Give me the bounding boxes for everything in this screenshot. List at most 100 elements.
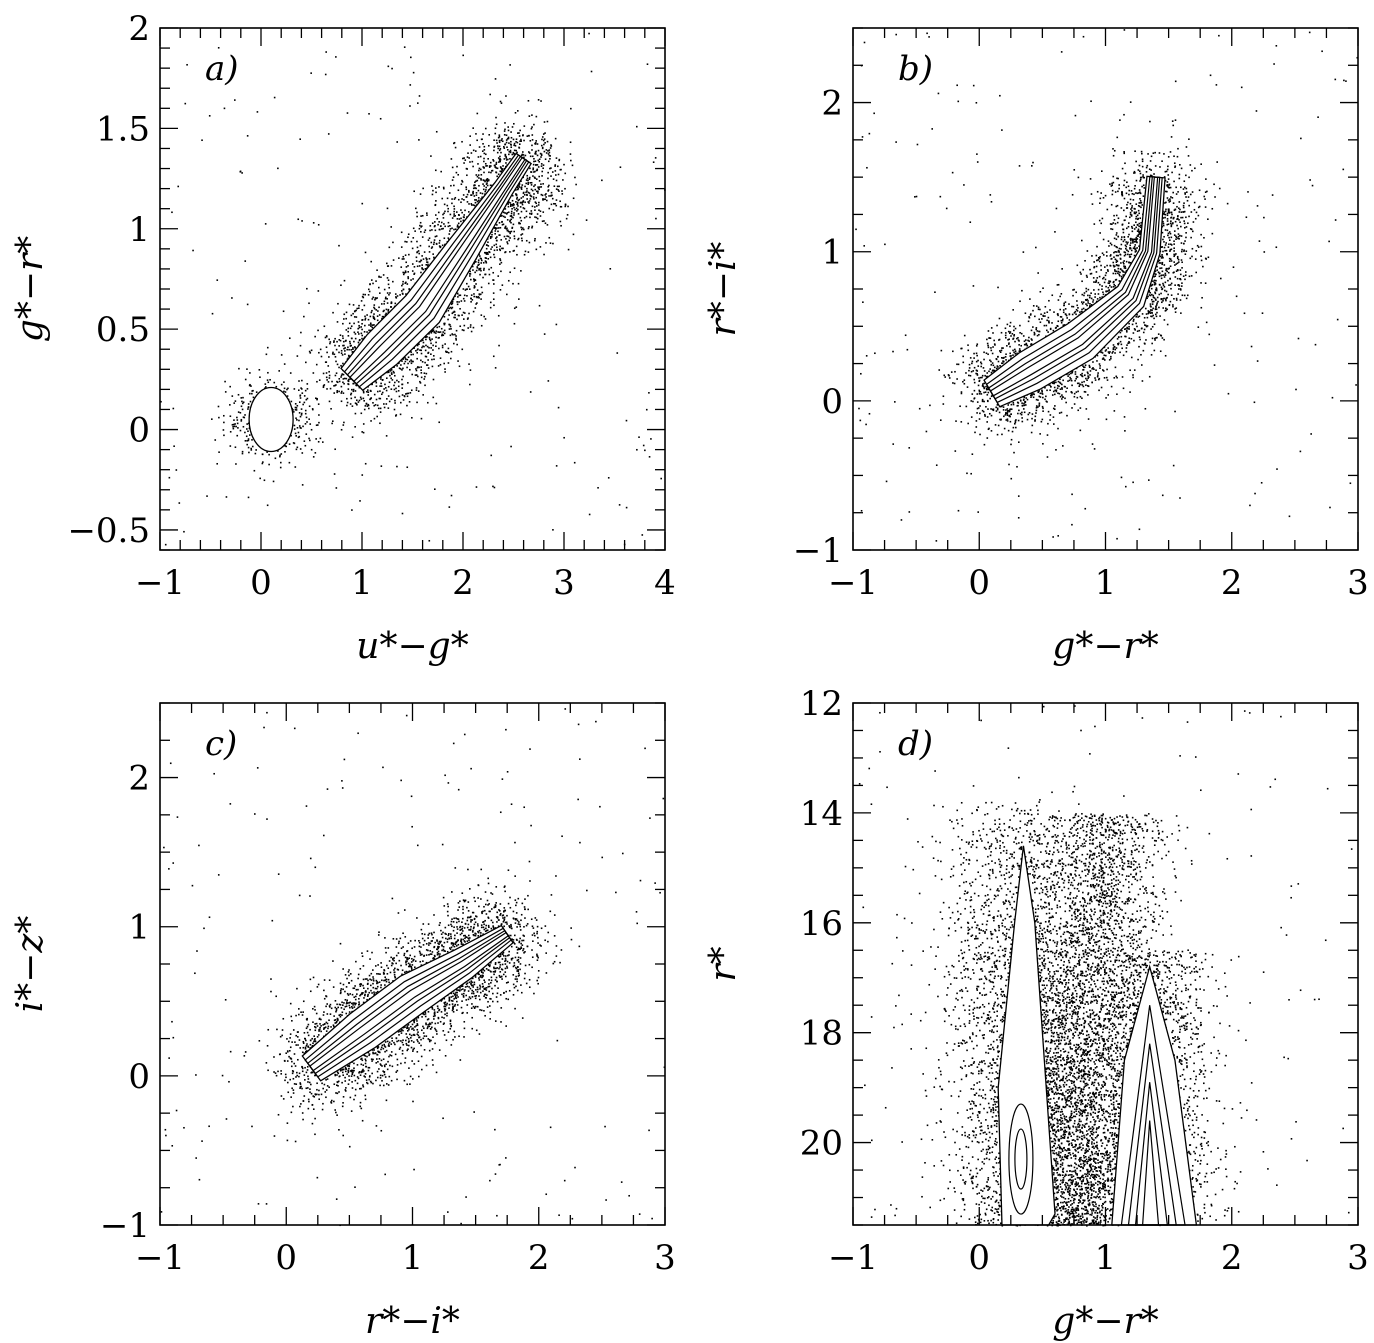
data-point: [1200, 259, 1203, 262]
data-point: [324, 73, 327, 76]
data-point: [1164, 190, 1167, 193]
data-point: [973, 378, 976, 381]
data-point: [296, 419, 298, 421]
data-point: [365, 390, 368, 393]
data-point: [349, 345, 352, 347]
data-point: [1128, 322, 1130, 325]
data-point: [450, 350, 453, 353]
data-point: [475, 261, 477, 263]
data-point: [493, 253, 495, 256]
data-point: [528, 192, 531, 194]
data-point: [508, 239, 511, 242]
data-point: [458, 314, 460, 317]
data-point: [1155, 306, 1157, 308]
data-point: [1101, 285, 1103, 287]
data-point: [487, 158, 489, 160]
data-point: [432, 329, 434, 332]
data-point: [566, 214, 569, 216]
data-point: [518, 298, 520, 300]
data-point: [1078, 385, 1081, 388]
data-point: [1103, 266, 1106, 268]
data-point: [1142, 175, 1144, 178]
data-point: [527, 99, 530, 102]
data-point: [340, 392, 343, 394]
data-point: [250, 449, 253, 451]
data-point: [1083, 390, 1086, 393]
data-point: [325, 51, 327, 53]
data-point: [449, 334, 452, 337]
data-point: [484, 260, 487, 262]
data-point: [325, 335, 328, 338]
data-point: [537, 99, 540, 101]
data-point: [328, 377, 331, 379]
data-point: [1111, 228, 1114, 231]
data-point: [424, 229, 427, 231]
data-point: [510, 136, 513, 139]
data-point: [312, 372, 315, 374]
data-point: [168, 476, 171, 479]
data-point: [497, 157, 500, 159]
data-point: [1042, 287, 1044, 290]
data-point: [416, 215, 418, 218]
data-point: [483, 149, 486, 151]
data-point: [241, 172, 243, 174]
data-point: [466, 156, 469, 158]
data-point: [438, 336, 440, 339]
data-point: [552, 242, 554, 245]
data-point: [1182, 275, 1185, 277]
data-point: [325, 376, 328, 379]
data-point: [244, 260, 247, 262]
data-point: [478, 267, 481, 270]
data-point: [422, 339, 424, 342]
data-point: [1144, 307, 1147, 310]
data-point: [515, 201, 517, 203]
data-point: [485, 261, 488, 264]
data-point: [472, 192, 474, 195]
data-point: [1097, 374, 1099, 376]
data-point: [497, 230, 499, 233]
data-point: [515, 138, 518, 141]
data-point: [280, 383, 283, 386]
data-point: [428, 245, 430, 248]
data-point: [505, 162, 507, 164]
data-point: [942, 395, 945, 398]
data-point: [399, 413, 402, 416]
data-point: [333, 340, 335, 342]
data-point: [405, 281, 407, 284]
data-point: [405, 393, 407, 395]
data-point: [267, 381, 270, 384]
data-point: [406, 404, 408, 407]
data-point: [430, 155, 432, 157]
data-point: [525, 210, 528, 213]
data-point: [1190, 211, 1193, 213]
data-point: [1153, 297, 1156, 299]
data-point: [444, 371, 446, 373]
data-point: [554, 137, 557, 140]
data-point: [354, 333, 357, 335]
data-point: [1160, 257, 1163, 259]
data-point: [382, 274, 385, 276]
data-point: [443, 212, 445, 215]
data-point: [1150, 328, 1152, 330]
data-point: [499, 263, 501, 265]
data-point: [310, 349, 313, 352]
data-point: [416, 265, 419, 268]
data-point: [536, 154, 539, 157]
data-point: [423, 345, 425, 348]
data-point: [1115, 259, 1118, 262]
data-point: [261, 462, 264, 465]
data-point: [540, 156, 542, 158]
data-point: [528, 115, 531, 117]
data-point: [427, 359, 429, 361]
data-point: [389, 292, 391, 294]
data-point: [458, 365, 461, 368]
data-point: [492, 298, 495, 301]
data-point: [543, 220, 545, 222]
data-point: [317, 329, 319, 332]
data-point: [338, 366, 340, 369]
data-point: [419, 380, 421, 383]
data-point: [1101, 252, 1104, 255]
data-point: [1138, 329, 1141, 332]
data-point: [393, 384, 395, 387]
data-point: [1170, 243, 1172, 246]
